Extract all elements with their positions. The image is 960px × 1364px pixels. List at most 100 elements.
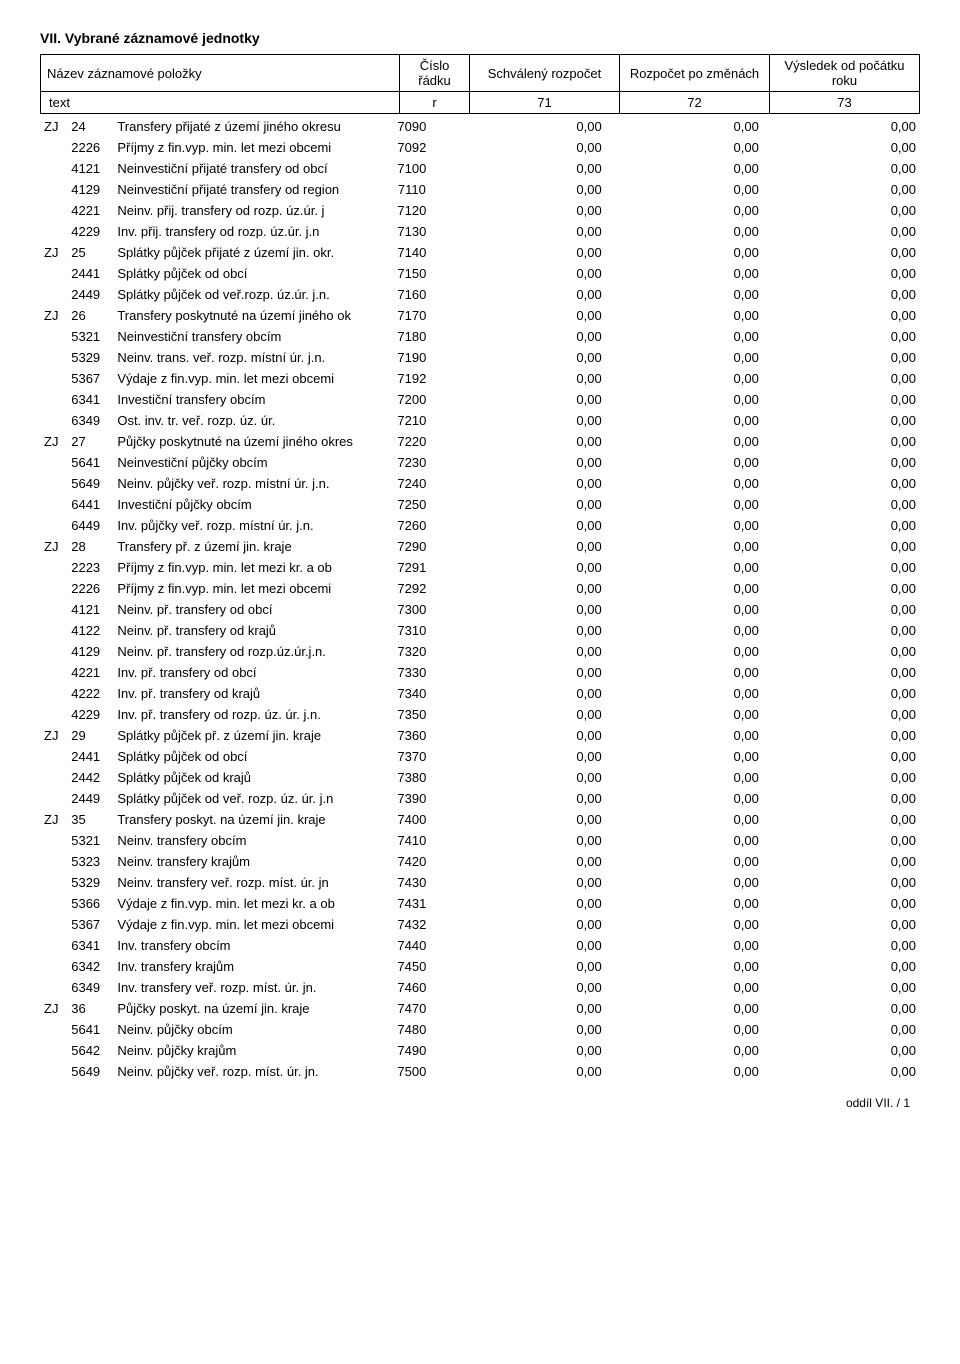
cell-code: 6341 xyxy=(67,389,113,410)
cell-v3: 0,00 xyxy=(763,851,920,872)
cell-v1: 0,00 xyxy=(449,179,606,200)
cell-v2: 0,00 xyxy=(606,536,763,557)
cell-zj xyxy=(40,893,67,914)
header-sub-72: 72 xyxy=(620,92,770,114)
table-row: 6341Inv. transfery obcím74400,000,000,00 xyxy=(40,935,920,956)
cell-v2: 0,00 xyxy=(606,137,763,158)
cell-name: Splátky půjček od veř.rozp. úz.úr. j.n. xyxy=(113,284,375,305)
table-row: 6449Inv. půjčky veř. rozp. místní úr. j.… xyxy=(40,515,920,536)
cell-zj xyxy=(40,830,67,851)
cell-zj xyxy=(40,200,67,221)
cell-name: Neinv. transfery veř. rozp. míst. úr. jn xyxy=(113,872,375,893)
cell-code: 4122 xyxy=(67,620,113,641)
table-row: 2441Splátky půjček od obcí73700,000,000,… xyxy=(40,746,920,767)
cell-code: 25 xyxy=(67,242,113,263)
cell-row: 7350 xyxy=(375,704,448,725)
cell-name: Inv. př. transfery od krajů xyxy=(113,683,375,704)
table-row: 2226Příjmy z fin.vyp. min. let mezi obce… xyxy=(40,578,920,599)
cell-v1: 0,00 xyxy=(449,935,606,956)
page-footer: oddíl VII. / 1 xyxy=(40,1096,920,1110)
cell-name: Inv. př. transfery od obcí xyxy=(113,662,375,683)
cell-zj xyxy=(40,578,67,599)
cell-name: Neinvestiční půjčky obcím xyxy=(113,452,375,473)
table-row: 2449Splátky půjček od veř. rozp. úz. úr.… xyxy=(40,788,920,809)
cell-code: 5367 xyxy=(67,368,113,389)
cell-row: 7380 xyxy=(375,767,448,788)
cell-zj xyxy=(40,746,67,767)
cell-v1: 0,00 xyxy=(449,431,606,452)
cell-v3: 0,00 xyxy=(763,641,920,662)
cell-v2: 0,00 xyxy=(606,683,763,704)
cell-row: 7410 xyxy=(375,830,448,851)
cell-v1: 0,00 xyxy=(449,494,606,515)
cell-code: 4222 xyxy=(67,683,113,704)
cell-code: 5367 xyxy=(67,914,113,935)
cell-v1: 0,00 xyxy=(449,998,606,1019)
cell-v1: 0,00 xyxy=(449,662,606,683)
table-row: 6349Ost. inv. tr. veř. rozp. úz. úr.7210… xyxy=(40,410,920,431)
table-row: 5649Neinv. půjčky veř. rozp. míst. úr. j… xyxy=(40,1061,920,1082)
table-row: 4121Neinv. př. transfery od obcí73000,00… xyxy=(40,599,920,620)
cell-row: 7210 xyxy=(375,410,448,431)
cell-v2: 0,00 xyxy=(606,284,763,305)
cell-code: 5649 xyxy=(67,1061,113,1082)
cell-v2: 0,00 xyxy=(606,431,763,452)
header-col-pozmenach: Rozpočet po změnách xyxy=(620,55,770,92)
cell-name: Splátky půjček př. z území jin. kraje xyxy=(113,725,375,746)
cell-v3: 0,00 xyxy=(763,788,920,809)
table-row: 5321Neinv. transfery obcím74100,000,000,… xyxy=(40,830,920,851)
cell-name: Neinv. př. transfery od krajů xyxy=(113,620,375,641)
cell-v1: 0,00 xyxy=(449,683,606,704)
cell-zj xyxy=(40,851,67,872)
cell-name: Inv. přij. transfery od rozp. úz.úr. j.n xyxy=(113,221,375,242)
table-row: 2449Splátky půjček od veř.rozp. úz.úr. j… xyxy=(40,284,920,305)
table-row: 4129Neinvestiční přijaté transfery od re… xyxy=(40,179,920,200)
cell-row: 7470 xyxy=(375,998,448,1019)
cell-v1: 0,00 xyxy=(449,725,606,746)
table-row: 4229Inv. př. transfery od rozp. úz. úr. … xyxy=(40,704,920,725)
cell-v2: 0,00 xyxy=(606,956,763,977)
cell-code: 4129 xyxy=(67,179,113,200)
table-row: 4221Neinv. přij. transfery od rozp. úz.ú… xyxy=(40,200,920,221)
cell-v3: 0,00 xyxy=(763,326,920,347)
cell-code: 5323 xyxy=(67,851,113,872)
table-row: 6349Inv. transfery veř. rozp. míst. úr. … xyxy=(40,977,920,998)
cell-v3: 0,00 xyxy=(763,452,920,473)
table-row: ZJ25Splátky půjček přijaté z území jin. … xyxy=(40,242,920,263)
cell-code: 5641 xyxy=(67,1019,113,1040)
cell-code: 2226 xyxy=(67,137,113,158)
cell-name: Neinvestiční přijaté transfery od region xyxy=(113,179,375,200)
cell-zj xyxy=(40,179,67,200)
cell-v3: 0,00 xyxy=(763,536,920,557)
cell-zj xyxy=(40,1061,67,1082)
cell-name: Půjčky poskyt. na území jin. kraje xyxy=(113,998,375,1019)
cell-zj xyxy=(40,557,67,578)
cell-zj: ZJ xyxy=(40,305,67,326)
table-row: 4129Neinv. př. transfery od rozp.úz.úr.j… xyxy=(40,641,920,662)
cell-v2: 0,00 xyxy=(606,410,763,431)
cell-zj xyxy=(40,872,67,893)
cell-v3: 0,00 xyxy=(763,179,920,200)
cell-v2: 0,00 xyxy=(606,1040,763,1061)
cell-zj xyxy=(40,935,67,956)
cell-name: Výdaje z fin.vyp. min. let mezi obcemi xyxy=(113,368,375,389)
cell-v2: 0,00 xyxy=(606,977,763,998)
cell-code: 5321 xyxy=(67,326,113,347)
cell-name: Transfery poskyt. na území jin. kraje xyxy=(113,809,375,830)
cell-zj xyxy=(40,1040,67,1061)
cell-code: 5329 xyxy=(67,347,113,368)
cell-code: 2449 xyxy=(67,284,113,305)
cell-code: 5642 xyxy=(67,1040,113,1061)
cell-name: Ost. inv. tr. veř. rozp. úz. úr. xyxy=(113,410,375,431)
table-row: 4121Neinvestiční přijaté transfery od ob… xyxy=(40,158,920,179)
table-row: 5329Neinv. transfery veř. rozp. míst. úr… xyxy=(40,872,920,893)
cell-zj xyxy=(40,137,67,158)
cell-code: 29 xyxy=(67,725,113,746)
cell-name: Neinv. půjčky obcím xyxy=(113,1019,375,1040)
cell-code: 6441 xyxy=(67,494,113,515)
cell-zj xyxy=(40,956,67,977)
cell-code: 4129 xyxy=(67,641,113,662)
cell-v1: 0,00 xyxy=(449,200,606,221)
cell-v1: 0,00 xyxy=(449,263,606,284)
cell-v3: 0,00 xyxy=(763,242,920,263)
